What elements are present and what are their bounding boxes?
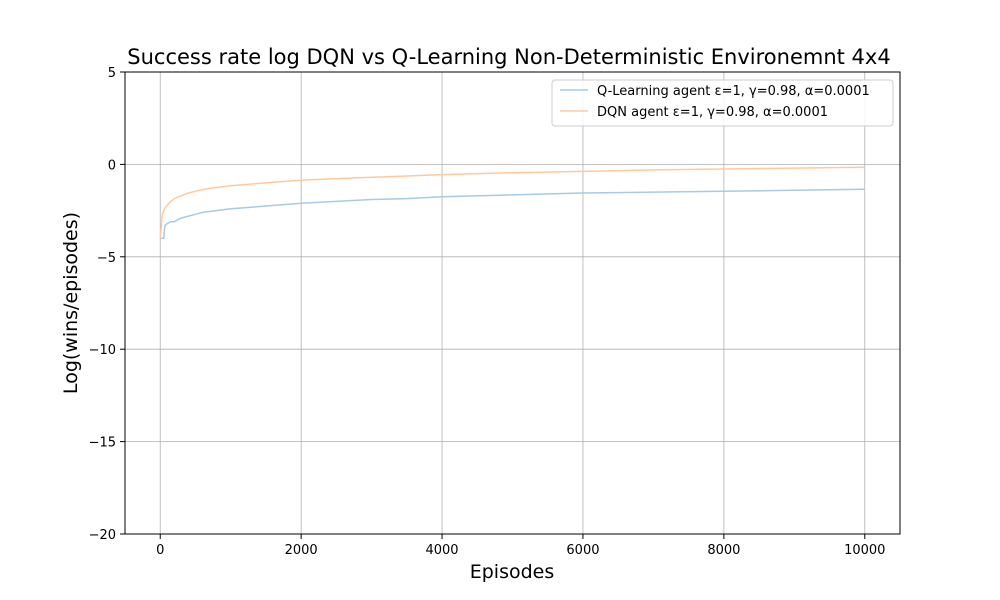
x-tick-label: 8000 xyxy=(707,543,740,558)
y-tick-label: −20 xyxy=(89,528,116,543)
y-tick-label: −5 xyxy=(97,251,116,266)
axes-frame xyxy=(124,71,901,535)
x-tick-label: 10000 xyxy=(844,543,885,558)
legend-label-dqn: DQN agent ε=1, γ=0.98, α=0.0001 xyxy=(597,105,828,120)
x-tick-label: 2000 xyxy=(285,543,318,558)
y-tick-label: 0 xyxy=(108,158,116,173)
y-tick-label: −10 xyxy=(89,343,116,358)
plot-area xyxy=(159,166,865,240)
y-axis-label: Log(wins/episodes) xyxy=(60,212,82,394)
x-tick-label: 4000 xyxy=(425,543,458,558)
q-learning-series-line xyxy=(160,188,865,240)
x-tick-label: 6000 xyxy=(566,543,599,558)
legend: Q-Learning agent ε=1, γ=0.98, α=0.0001 D… xyxy=(551,79,894,127)
x-tick-label: 0 xyxy=(156,543,164,558)
y-tick-label: 5 xyxy=(108,66,116,81)
axis-ticks: 0 2000 4000 6000 8000 10000 −20 −15 −10 −5 0 5 xyxy=(89,66,886,558)
grid xyxy=(125,71,900,535)
legend-label-q-learning: Q-Learning agent ε=1, γ=0.98, α=0.0001 xyxy=(597,84,870,99)
y-tick-label: −15 xyxy=(89,436,116,451)
dqn-series-line xyxy=(159,166,865,239)
x-axis-label: Episodes xyxy=(470,561,555,583)
chart-title: Success rate log DQN vs Q-Learning Non-D… xyxy=(127,45,890,69)
legend-box xyxy=(551,79,894,127)
